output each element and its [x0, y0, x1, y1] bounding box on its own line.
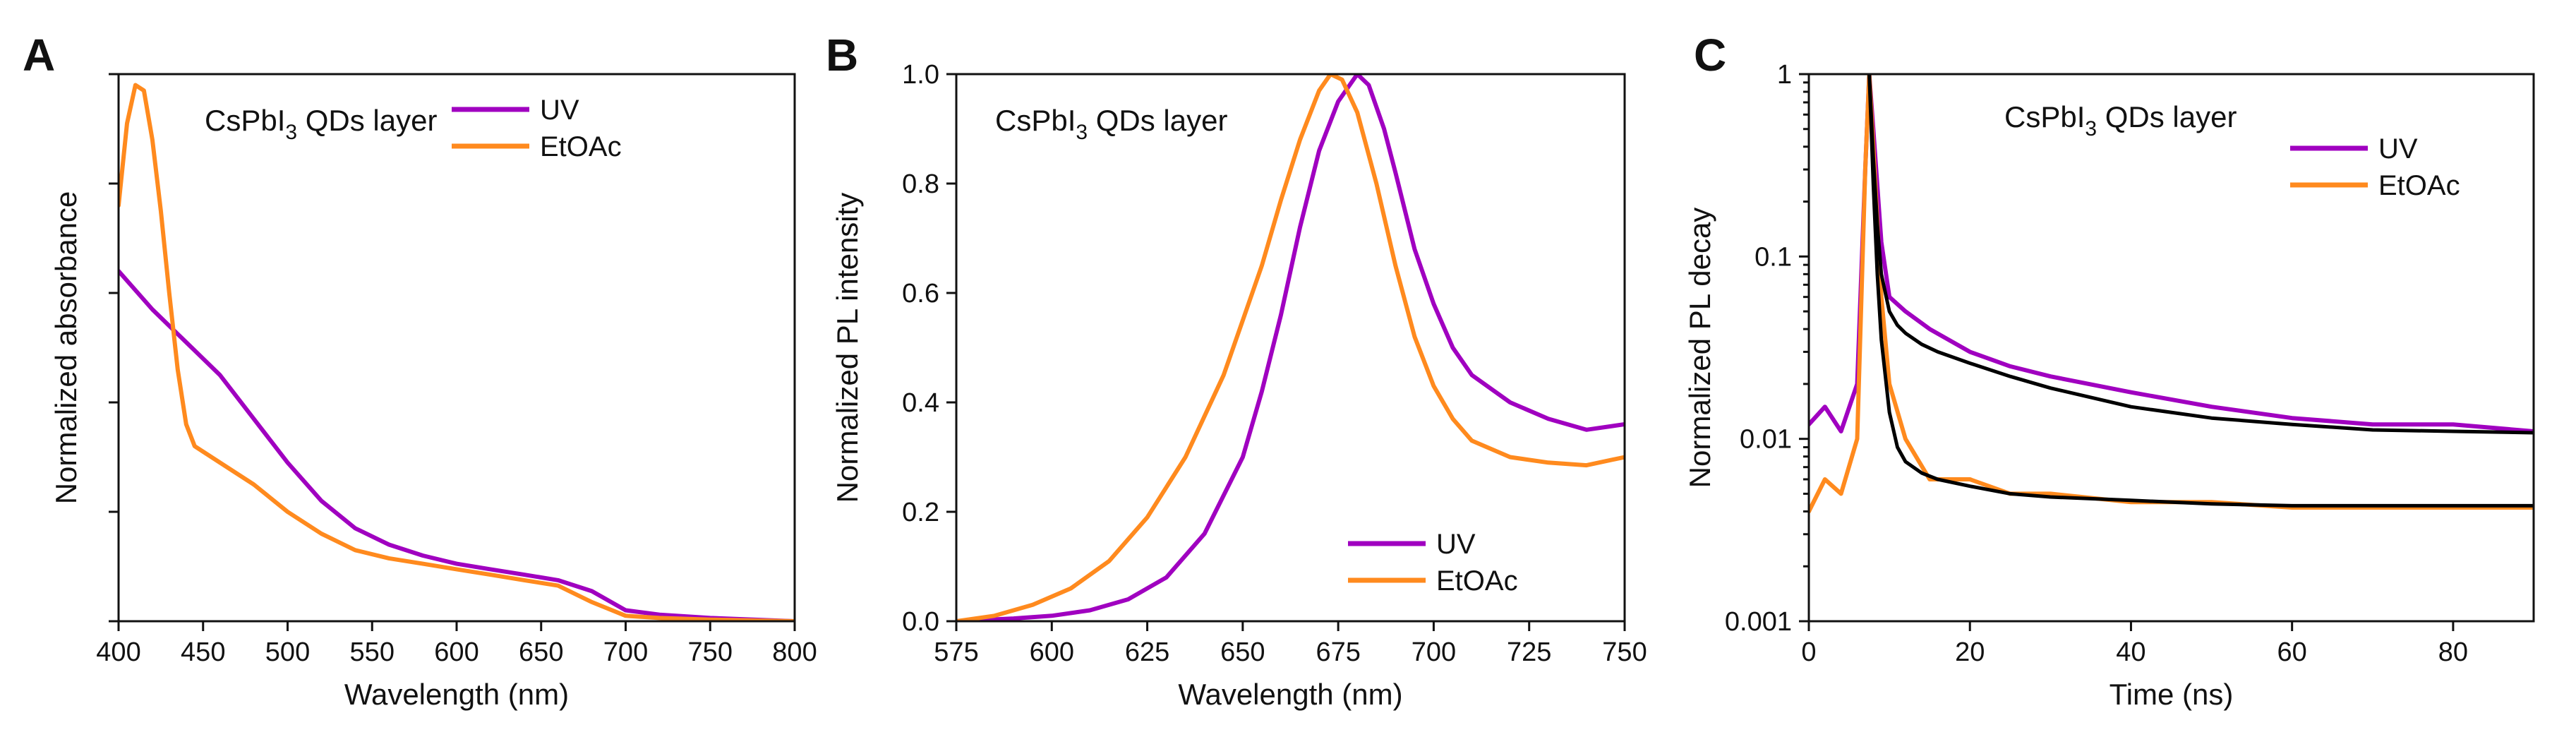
- x-tick-label: 575: [934, 637, 978, 667]
- legend-label-etoac: EtOAc: [540, 131, 622, 162]
- y-tick-label: 0.8: [902, 169, 939, 199]
- legend-label-etoac: EtOAc: [1436, 565, 1518, 597]
- y-tick-label: 0.6: [902, 279, 939, 308]
- series-line-uv-fit: [1867, 74, 2534, 435]
- x-axis-title: Time (ns): [2109, 678, 2234, 711]
- y-tick-label: 0.001: [1725, 607, 1792, 637]
- x-tick-label: 700: [1412, 637, 1456, 667]
- plot-frame: [117, 73, 796, 623]
- x-tick-label: 650: [1220, 637, 1265, 667]
- x-tick-label: 500: [265, 637, 310, 667]
- x-axis-title: Wavelength (nm): [1178, 678, 1402, 711]
- panel-title: CsPbI3 QDs layer: [205, 104, 437, 144]
- y-tick-label: 0.1: [1755, 242, 1792, 272]
- panel-title: CsPbI3 QDs layer: [2004, 100, 2237, 140]
- panel-letter: A: [23, 30, 55, 80]
- x-tick-label: 675: [1316, 637, 1360, 667]
- series-line-uv: [119, 269, 795, 621]
- series-group: [119, 83, 795, 621]
- x-tick-label: 750: [1602, 637, 1647, 667]
- panel-letter: C: [1694, 30, 1726, 80]
- series-line-etoac: [956, 74, 1625, 621]
- legend-label-etoac: EtOAc: [2378, 170, 2460, 201]
- panel-a: A 400 450 500 550 600 650 700 750 800 Wavelength (…: [23, 30, 817, 711]
- x-tick-label: 750: [688, 637, 733, 667]
- y-tick-label: 0.0: [902, 607, 939, 637]
- series-line-etoac: [1809, 74, 2534, 514]
- panel-title: CsPbI3 QDs layer: [995, 104, 1227, 144]
- x-tick-label: 60: [2277, 637, 2307, 667]
- x-tick-label: 650: [519, 637, 563, 667]
- x-tick-label: 725: [1507, 637, 1551, 667]
- y-tick-label: 1.0: [902, 60, 939, 90]
- y-axis-title: Normalized absorbance: [49, 191, 83, 505]
- y-tick-label: 0.01: [1740, 425, 1792, 455]
- legend-label-uv: UV: [1436, 529, 1476, 560]
- y-axis-title: Normalized PL decay: [1683, 208, 1716, 489]
- x-tick-label: 625: [1125, 637, 1169, 667]
- y-tick-label: 0.2: [902, 498, 939, 527]
- x-tick-label: 450: [181, 637, 225, 667]
- y-tick-label: 1: [1777, 60, 1792, 90]
- series-line-etoac: [119, 83, 795, 621]
- x-tick-label: 400: [96, 637, 140, 667]
- series-line-uv: [956, 74, 1625, 621]
- series-group: [1809, 74, 2534, 514]
- legend: UV EtOAc: [1348, 529, 1518, 597]
- x-tick-label: 800: [772, 637, 817, 667]
- y-tick-label: 0.4: [902, 388, 939, 418]
- x-tick-label: 700: [603, 637, 648, 667]
- plot-frame: [1807, 73, 2535, 623]
- series-line-etoac-fit: [1867, 74, 2534, 508]
- panel-b: B 575 600 625 650 675 700 725 750 0.0 0.2 0.4 0.6 0.8…: [826, 30, 1647, 711]
- y-axis-title: Normalized PL intensity: [831, 193, 864, 503]
- x-tick-label: 20: [1955, 637, 1985, 667]
- legend: UV EtOAc: [2290, 133, 2460, 201]
- plot-frame: [955, 73, 1626, 623]
- x-axis-title: Wavelength (nm): [344, 678, 569, 711]
- legend: UV EtOAc: [452, 95, 622, 162]
- x-tick-label: 600: [434, 637, 479, 667]
- x-tick-label: 600: [1030, 637, 1074, 667]
- x-tick-label: 0: [1801, 637, 1816, 667]
- x-tick-label: 80: [2438, 637, 2468, 667]
- panel-c: C 0 20 40 60 80 0.001 0.01 0.1 1 Time (ns) Normaliz…: [1683, 30, 2535, 711]
- legend-label-uv: UV: [2378, 133, 2418, 164]
- panel-letter: B: [826, 30, 858, 80]
- series-group: [956, 74, 1625, 621]
- x-tick-label: 40: [2116, 637, 2145, 667]
- x-tick-label: 550: [350, 637, 395, 667]
- legend-label-uv: UV: [540, 95, 579, 126]
